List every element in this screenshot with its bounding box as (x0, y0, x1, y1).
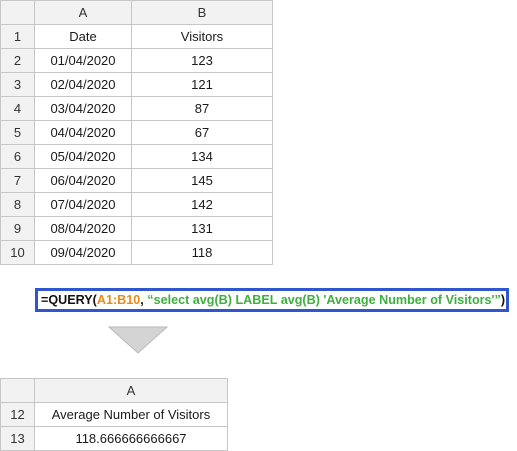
row-header[interactable]: 10 (0, 240, 35, 265)
row-header[interactable]: 13 (0, 426, 35, 451)
table-row: 1 Date Visitors (0, 24, 273, 49)
cell[interactable]: 01/04/2020 (34, 48, 132, 73)
table-row: 6 05/04/2020 134 (0, 144, 273, 169)
row-header[interactable]: 6 (0, 144, 35, 169)
table-row: 4 03/04/2020 87 (0, 96, 273, 121)
cell[interactable]: Visitors (131, 24, 273, 49)
cell[interactable]: Date (34, 24, 132, 49)
row-header[interactable]: 7 (0, 168, 35, 193)
cell[interactable]: 67 (131, 120, 273, 145)
cell[interactable]: 09/04/2020 (34, 240, 132, 265)
cell[interactable]: 08/04/2020 (34, 216, 132, 241)
cell[interactable]: 06/04/2020 (34, 168, 132, 193)
row-header[interactable]: 9 (0, 216, 35, 241)
cell[interactable]: 121 (131, 72, 273, 97)
down-triangle-icon (107, 326, 169, 354)
column-header-row: A B (0, 0, 273, 25)
table-row: 3 02/04/2020 121 (0, 72, 273, 97)
cell[interactable]: 05/04/2020 (34, 144, 132, 169)
table-row: 2 01/04/2020 123 (0, 48, 273, 73)
cell[interactable]: 145 (131, 168, 273, 193)
table-row: 10 09/04/2020 118 (0, 240, 273, 265)
row-header[interactable]: 2 (0, 48, 35, 73)
table-row: 9 08/04/2020 131 (0, 216, 273, 241)
cell[interactable]: 123 (131, 48, 273, 73)
cell[interactable]: 118 (131, 240, 273, 265)
formula-suffix: ) (500, 293, 506, 307)
column-header-a[interactable]: A (34, 0, 132, 25)
cell[interactable]: 131 (131, 216, 273, 241)
cell[interactable]: 02/04/2020 (34, 72, 132, 97)
cell[interactable]: 03/04/2020 (34, 96, 132, 121)
cell[interactable]: 118.666666666667 (34, 426, 228, 451)
row-header[interactable]: 4 (0, 96, 35, 121)
row-header[interactable]: 5 (0, 120, 35, 145)
column-header-a[interactable]: A (34, 378, 228, 403)
cell[interactable]: Average Number of Visitors (34, 402, 228, 427)
row-header[interactable]: 12 (0, 402, 35, 427)
cell[interactable]: 04/04/2020 (34, 120, 132, 145)
corner-cell[interactable] (0, 378, 35, 403)
cell[interactable]: 134 (131, 144, 273, 169)
formula-range: A1:B10 (96, 293, 141, 307)
table-row: 13 118.666666666667 (0, 426, 228, 451)
table-row: 7 06/04/2020 145 (0, 168, 273, 193)
cell[interactable]: 87 (131, 96, 273, 121)
formula-query-string: “select avg(B) LABEL avg(B) 'Average Num… (147, 293, 501, 307)
corner-cell[interactable] (0, 0, 35, 25)
row-header[interactable]: 8 (0, 192, 35, 217)
source-spreadsheet: A B 1 Date Visitors 2 01/04/2020 123 3 0… (0, 0, 273, 265)
table-row: 5 04/04/2020 67 (0, 120, 273, 145)
result-spreadsheet: A 12 Average Number of Visitors 13 118.6… (0, 378, 228, 451)
column-header-b[interactable]: B (131, 0, 273, 25)
row-header[interactable]: 3 (0, 72, 35, 97)
formula-separator: , (140, 293, 148, 307)
table-row: 8 07/04/2020 142 (0, 192, 273, 217)
formula-box[interactable]: =QUERY(A1:B10, “select avg(B) LABEL avg(… (35, 288, 509, 312)
table-row: 12 Average Number of Visitors (0, 402, 228, 427)
cell[interactable]: 07/04/2020 (34, 192, 132, 217)
formula-prefix: =QUERY( (41, 293, 97, 307)
column-header-row: A (0, 378, 228, 403)
row-header[interactable]: 1 (0, 24, 35, 49)
cell[interactable]: 142 (131, 192, 273, 217)
